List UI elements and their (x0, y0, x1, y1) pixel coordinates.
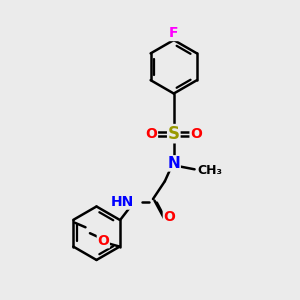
Text: O: O (98, 234, 109, 248)
Text: S: S (168, 125, 180, 143)
Text: HN: HN (110, 195, 134, 209)
Text: O: O (164, 210, 175, 224)
Text: N: N (167, 156, 180, 171)
Text: CH₃: CH₃ (198, 164, 223, 177)
Text: F: F (169, 26, 178, 40)
Text: O: O (190, 127, 202, 141)
Text: O: O (146, 127, 158, 141)
